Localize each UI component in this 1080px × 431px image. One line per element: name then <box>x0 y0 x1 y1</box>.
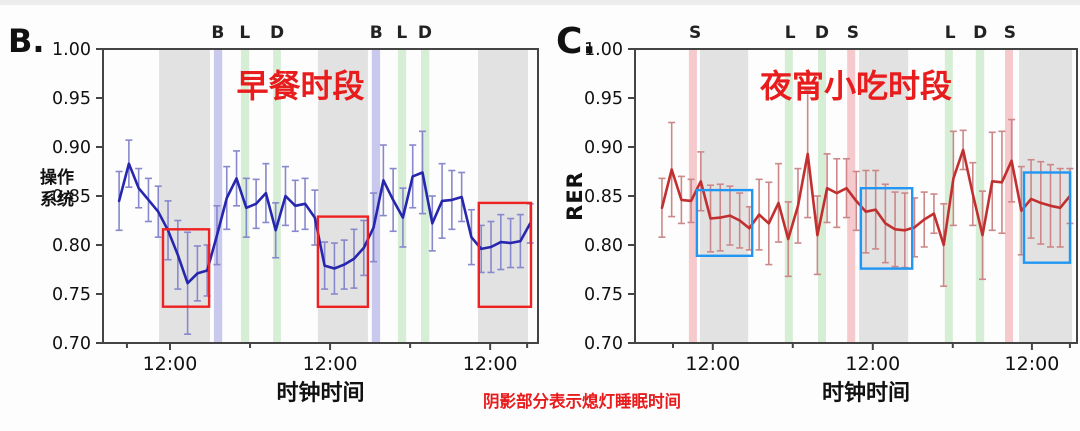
x-tick-label: 12:00 <box>685 353 740 375</box>
dinner-band <box>421 49 430 343</box>
panel-c-chart: 1.00 0.95 0.90 0.85 0.80 0.75 0.70 12:00 12:00 12… <box>556 21 1078 406</box>
breakfast-band <box>213 49 223 343</box>
panel-label: B. <box>8 22 45 60</box>
meal-label-b: B <box>370 23 383 43</box>
x-axis-label: 时钟时间 <box>822 380 910 406</box>
snack-band <box>1005 49 1013 343</box>
meal-label-s: S <box>847 23 859 43</box>
top-strip <box>0 0 1080 5</box>
y-axis-label: RER <box>563 171 587 221</box>
y-tick-label: 0.95 <box>584 89 623 109</box>
y-tick-label: 0.90 <box>584 138 623 158</box>
y-tick-label: 0.95 <box>52 89 91 109</box>
highlight-box <box>1022 171 1072 264</box>
highlight-box <box>316 215 370 309</box>
panel-title: 早餐时段 <box>236 67 364 105</box>
meal-label-l: L <box>785 23 796 43</box>
y-tick-label: 0.85 <box>52 187 91 207</box>
y-tick-label: 0.80 <box>52 236 91 256</box>
lunch-band <box>240 49 250 343</box>
lights-off-sleep-band <box>159 49 210 343</box>
y-tick-label: 0.90 <box>52 138 91 158</box>
highlight-box <box>161 228 211 308</box>
data-line <box>117 162 532 285</box>
highlight-box <box>695 188 754 258</box>
meal-label-l: L <box>945 23 956 43</box>
meal-label-s: S <box>1004 23 1016 43</box>
meal-label-d: D <box>418 23 432 43</box>
meal-label-d: D <box>973 23 987 43</box>
x-tick-label: 12:00 <box>845 353 900 375</box>
lights-off-sleep-band <box>317 49 368 343</box>
y-axis-label: 操作 <box>40 167 74 188</box>
y-tick-label: 0.80 <box>584 236 623 256</box>
panel-title: 夜宵小吃时段 <box>759 67 952 105</box>
lunch-band <box>397 49 407 343</box>
y-tick-label: 0.85 <box>584 187 623 207</box>
y-tick-label: 1.00 <box>52 40 91 60</box>
data-line <box>660 148 1072 247</box>
panel-label: C. <box>556 21 596 62</box>
lights-off-sleep-band <box>478 49 528 343</box>
y-tick-label: 1.00 <box>584 40 623 60</box>
meal-label-s: S <box>689 23 701 43</box>
meal-label-d: D <box>815 23 829 43</box>
x-tick-label: 12:00 <box>303 353 358 375</box>
x-tick-label: 12:00 <box>143 353 198 375</box>
highlight-box <box>859 186 914 270</box>
meal-label-l: L <box>396 23 407 43</box>
dinner-band <box>273 49 281 343</box>
dinner-band <box>818 49 826 343</box>
y-tick-label: 0.75 <box>584 285 623 305</box>
shading-footnote: 阴影部分表示熄灯睡眠时间 <box>483 392 681 411</box>
lunch-band <box>784 49 793 343</box>
dinner-band <box>975 49 985 343</box>
x-tick-label: 12:00 <box>463 353 518 375</box>
breakfast-band <box>371 49 381 343</box>
highlight-box <box>477 201 533 308</box>
y-axis-label: 系统 <box>40 189 74 210</box>
panel-b-chart: 1.00 0.95 0.90 0.85 0.80 0.75 0.70 12:00 12:00 12… <box>8 22 539 406</box>
lights-off-sleep-band <box>700 49 749 343</box>
lights-off-sleep-band <box>1019 49 1073 343</box>
y-tick-label: 0.70 <box>584 334 623 354</box>
meal-label-b: B <box>211 23 224 43</box>
meal-label-d: D <box>270 23 284 43</box>
meal-label-l: L <box>239 23 250 43</box>
lights-off-sleep-band <box>859 49 909 343</box>
x-axis-label: 时钟时间 <box>276 380 364 406</box>
x-tick-label: 12:00 <box>1005 353 1060 375</box>
lunch-band <box>944 49 953 343</box>
y-tick-label: 0.70 <box>52 334 91 354</box>
y-tick-label: 0.75 <box>52 285 91 305</box>
